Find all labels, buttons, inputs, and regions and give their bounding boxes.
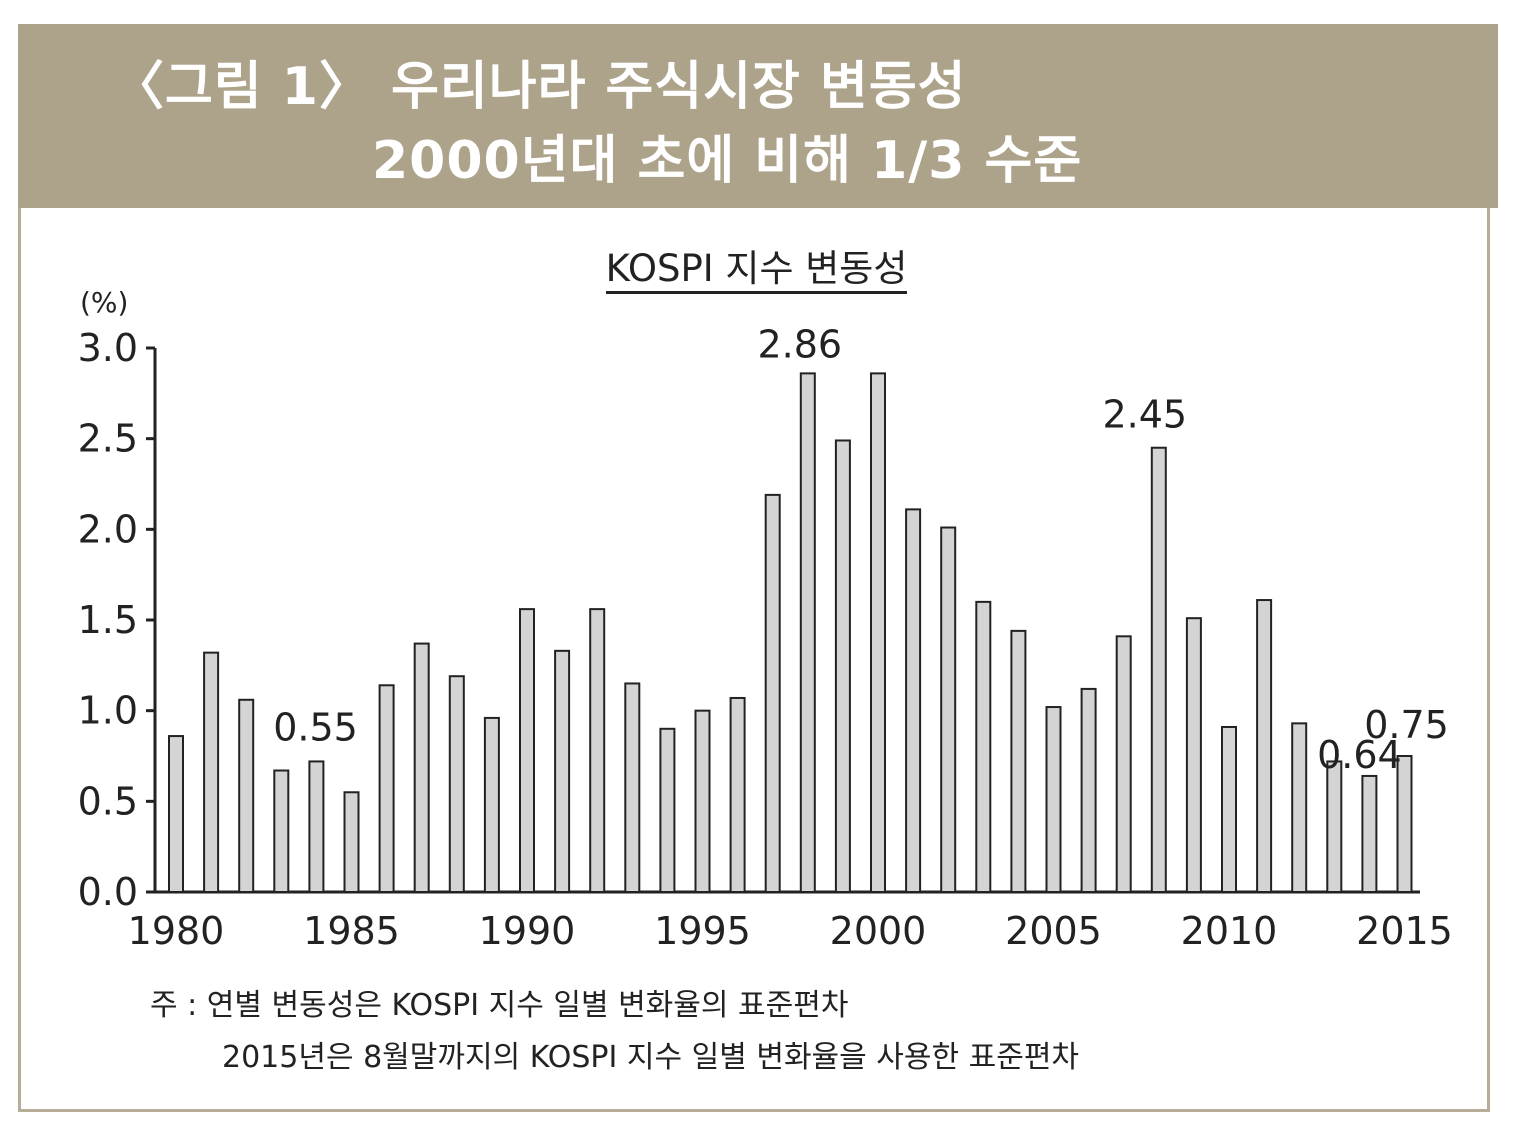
footnote-line2: 2015년은 8월말까지의 KOSPI 지수 일별 변화율을 사용한 표준편차 [222,1040,1080,1075]
bar-1989 [483,716,500,893]
bar-1985 [343,791,360,893]
bar-1988 [448,675,465,893]
y-tick-label: 0.0 [78,870,138,914]
y-tick-label: 2.5 [78,417,138,461]
bar-2012 [1291,722,1308,893]
bar-2003 [975,600,992,893]
footnote-line1: 주 : 연별 변동성은 KOSPI 지수 일별 변화율의 표준편차 [150,988,849,1023]
data-label-1998: 2.86 [757,322,842,366]
bar-1999 [834,439,851,893]
bar-1993 [624,682,641,894]
x-tick-label-2005: 2005 [1005,909,1102,953]
bar-1991 [554,649,571,893]
bar-1987 [413,642,430,893]
bar-1980 [168,735,184,894]
data-label-2015: 0.75 [1364,703,1449,747]
bar-1986 [378,684,395,894]
data-label-1985: 0.55 [273,705,358,749]
bar-2015 [1396,755,1413,893]
y-tick-label: 2.0 [78,507,138,551]
title-banner [18,24,1498,208]
bar-1998 [799,372,816,893]
x-tick-label-2000: 2000 [830,909,927,953]
x-tick-label-1990: 1990 [479,909,576,953]
bar-1981 [203,651,220,894]
x-tick-label-2010: 2010 [1181,909,1278,953]
x-tick-label-1980: 1980 [128,909,225,953]
y-tick-label: 1.0 [78,689,138,733]
bar-1997 [764,493,781,893]
y-tick-label: 0.5 [78,779,138,823]
bar-2006 [1080,687,1097,894]
figure-title-line2: 2000년대 초에 비해 1/3 수준 [372,131,1083,191]
bar-2000 [870,372,886,893]
bar-2001 [905,508,922,893]
bar-1996 [729,696,746,893]
chart-title: KOSPI 지수 변동성 [605,247,908,294]
y-tick-label: 1.5 [78,598,138,642]
bar-2011 [1256,599,1273,893]
bar-1982 [238,698,255,894]
bar-2004 [1010,629,1027,893]
bar-2007 [1115,635,1132,893]
data-label-2008: 2.45 [1102,393,1187,437]
bar-1994 [659,727,676,893]
bar-2005 [1045,706,1062,893]
bar-1992 [589,608,606,893]
bar-1995 [694,709,711,894]
y-tick-label: 3.0 [78,326,138,370]
y-axis-unit-label: (%) [80,286,128,319]
bar-2014 [1361,774,1378,893]
bar-1983 [273,769,290,893]
bar-2009 [1185,617,1202,893]
x-tick-label-1995: 1995 [654,909,751,953]
bar-2013 [1326,760,1343,893]
x-tick-label-1985: 1985 [303,909,400,953]
bar-2008 [1150,446,1167,893]
bar-1984 [308,760,325,893]
figure-title-line1: 〈그림 1〉 우리나라 주식시장 변동성 [112,57,967,117]
bar-2002 [940,526,957,894]
data-label-2014: 0.64 [1317,733,1402,777]
bar-1990 [519,608,535,893]
bar-2010 [1221,725,1237,894]
x-tick-label-2015: 2015 [1356,909,1453,953]
